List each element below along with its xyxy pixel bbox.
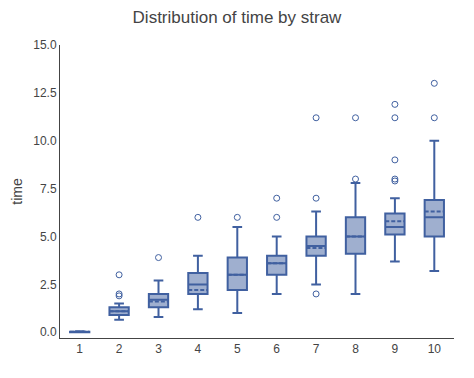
svg-text:0.0: 0.0 [40,325,57,339]
svg-text:3: 3 [155,342,162,356]
svg-text:2.5: 2.5 [40,278,57,292]
svg-text:10.0: 10.0 [33,134,57,148]
svg-text:7: 7 [313,342,320,356]
svg-text:15.0: 15.0 [33,38,57,52]
svg-text:Distribution of time by straw: Distribution of time by straw [133,8,343,27]
svg-text:10: 10 [428,342,442,356]
svg-text:9: 9 [392,342,399,356]
svg-text:5.0: 5.0 [40,230,57,244]
svg-text:7.5: 7.5 [40,182,57,196]
svg-text:8: 8 [352,342,359,356]
svg-text:4: 4 [195,342,202,356]
svg-text:2: 2 [116,342,123,356]
svg-text:5: 5 [234,342,241,356]
svg-text:6: 6 [273,342,280,356]
svg-text:12.5: 12.5 [33,86,57,100]
svg-text:1: 1 [76,342,83,356]
svg-text:time: time [9,178,25,205]
